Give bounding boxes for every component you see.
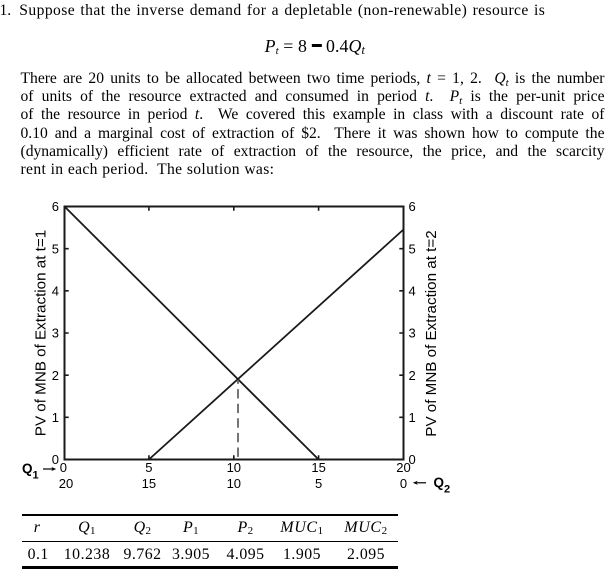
svg-text:PV of MNB of Extraction at t=2: PV of MNB of Extraction at t=2 [423,230,440,436]
svg-text:20: 20 [396,460,410,475]
svg-text:Q: Q [22,461,33,476]
svg-text:4: 4 [52,284,59,299]
svg-text:6: 6 [409,199,416,214]
svg-text:1: 1 [33,470,39,482]
svg-text:10: 10 [227,460,241,475]
svg-text:2: 2 [52,368,59,383]
svg-text:15: 15 [142,476,156,491]
svg-text:5: 5 [315,476,322,491]
svg-text:20: 20 [59,476,73,491]
svg-text:0: 0 [52,452,59,467]
svg-text:15: 15 [311,460,325,475]
svg-text:2: 2 [409,368,416,383]
svg-text:2: 2 [444,484,450,496]
svg-text:3: 3 [52,326,59,341]
svg-text:0: 0 [409,452,416,467]
svg-text:6: 6 [52,199,59,214]
svg-text:10: 10 [227,476,241,491]
svg-text:5: 5 [145,460,152,475]
svg-text:PV of MNB of Extraction at t=1: PV of MNB of Extraction at t=1 [32,230,49,436]
svg-text:4: 4 [409,284,416,299]
svg-text:5: 5 [52,241,59,256]
svg-text:0: 0 [60,460,67,475]
svg-text:0: 0 [400,476,407,491]
svg-text:1: 1 [409,410,416,425]
svg-text:3: 3 [409,326,416,341]
svg-text:Q: Q [434,475,445,490]
svg-text:1: 1 [52,410,59,425]
svg-text:5: 5 [409,241,416,256]
